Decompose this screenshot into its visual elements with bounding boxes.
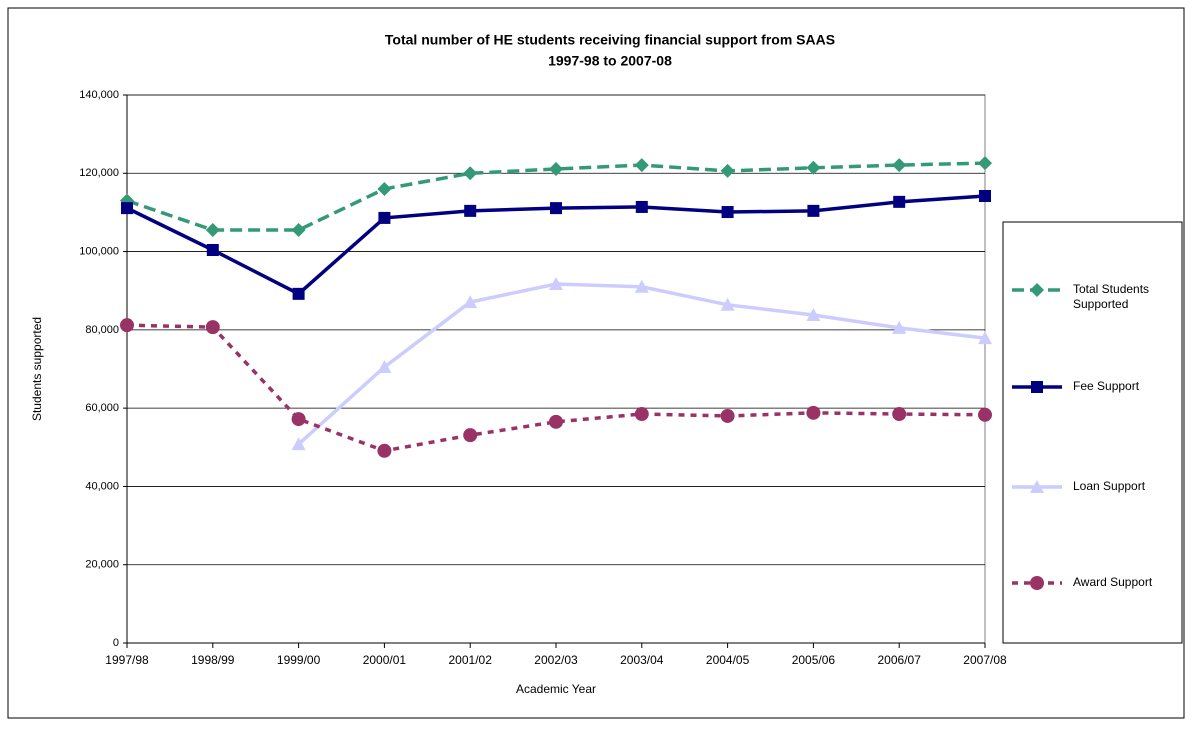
marker (979, 189, 991, 202)
x-tick-label: 2003/04 (620, 653, 664, 667)
x-tick-label: 2001/02 (449, 653, 493, 667)
legend-marker (1030, 480, 1044, 493)
legend-marker (1031, 381, 1043, 393)
marker (378, 211, 391, 224)
x-tick-label: 2004/05 (706, 653, 750, 667)
x-tick-label: 2007/08 (963, 653, 1007, 667)
marker (892, 407, 907, 422)
x-tick-label: 2000/01 (363, 653, 407, 667)
marker (205, 320, 220, 335)
x-axis-label: Academic Year (516, 682, 596, 696)
marker (720, 297, 735, 311)
marker (720, 408, 735, 423)
y-tick-label: 80,000 (85, 324, 119, 336)
chart-subtitle: 1997-98 to 2007-08 (548, 53, 672, 69)
marker (550, 202, 562, 215)
marker (892, 158, 907, 173)
marker (892, 320, 907, 334)
y-tick-label: 120,000 (79, 167, 119, 179)
y-tick-label: 140,000 (79, 89, 119, 101)
legend-entry: Total Students Supported (1073, 282, 1150, 311)
x-tick-label: 1997/98 (105, 653, 149, 667)
marker (549, 414, 563, 429)
x-tick-label: 2005/06 (792, 653, 836, 667)
legend-label: Loan Support (1073, 479, 1146, 493)
marker (720, 163, 735, 178)
legend-entry: Loan Support (1073, 479, 1146, 493)
series-line (126, 161, 986, 232)
legend-marker (1030, 576, 1044, 590)
marker (463, 428, 478, 443)
plot-area (126, 94, 986, 644)
marker (549, 161, 563, 176)
marker (120, 318, 134, 333)
x-tick-label: 1999/00 (277, 653, 321, 667)
marker (806, 405, 821, 420)
marker (291, 437, 306, 451)
series-line (126, 323, 986, 453)
marker (893, 195, 906, 208)
y-tick-label: 20,000 (85, 559, 119, 571)
marker (464, 204, 477, 217)
y-tick-label: 0 (113, 637, 119, 649)
y-tick-label: 60,000 (85, 402, 119, 414)
marker (121, 202, 133, 215)
marker (978, 156, 992, 171)
marker (721, 206, 734, 219)
marker (806, 307, 821, 321)
marker (634, 158, 649, 173)
legend-label: Total Students Supported (1073, 282, 1150, 311)
legend-entry: Fee Support (1073, 379, 1140, 393)
y-tick-label: 40,000 (85, 480, 119, 492)
y-axis-label: Students supported (30, 317, 44, 421)
marker (634, 407, 649, 422)
marker (291, 412, 306, 427)
marker (634, 279, 649, 293)
marker (978, 407, 992, 422)
marker (807, 204, 820, 217)
marker (206, 244, 219, 257)
legend-label: Fee Support (1073, 379, 1140, 393)
legend-marker (1030, 283, 1044, 297)
marker (549, 277, 563, 291)
marker (205, 223, 220, 238)
marker (377, 360, 392, 374)
y-tick-label: 100,000 (79, 245, 119, 257)
legend-entry: Award Support (1073, 575, 1153, 589)
marker (463, 295, 478, 309)
legend-label: Award Support (1073, 575, 1153, 589)
marker (377, 443, 392, 458)
x-tick-label: 2006/07 (878, 653, 922, 667)
marker (978, 331, 992, 345)
marker (463, 166, 478, 181)
marker (377, 181, 392, 196)
marker (292, 287, 305, 300)
marker (291, 223, 306, 238)
marker (635, 200, 648, 213)
marker (806, 160, 821, 175)
x-tick-label: 2002/03 (534, 653, 578, 667)
x-tick-label: 1998/99 (191, 653, 235, 667)
chart-title: Total number of HE students receiving fi… (385, 32, 835, 48)
